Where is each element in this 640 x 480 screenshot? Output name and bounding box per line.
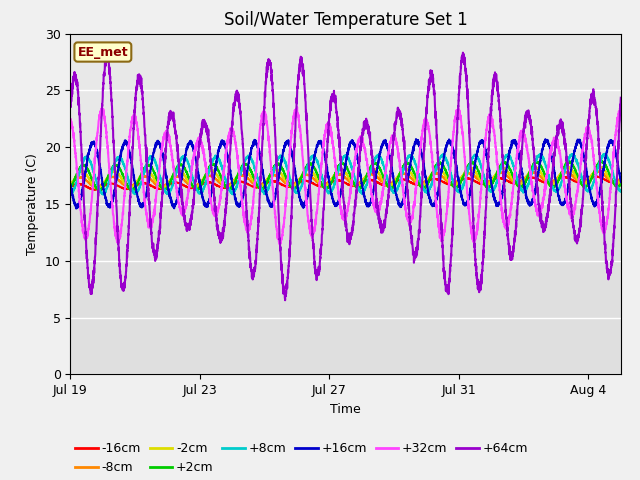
Line: -16cm: -16cm bbox=[70, 177, 621, 190]
-16cm bbox=[600, 177, 608, 182]
+16cm bbox=[72, 205, 80, 211]
+8cm bbox=[573, 158, 580, 164]
+64cm bbox=[600, 226, 608, 232]
+64cm bbox=[459, 50, 467, 56]
Bar bbox=[70, 181, 621, 374]
-16cm bbox=[573, 179, 580, 185]
-2cm bbox=[573, 175, 580, 181]
-8cm bbox=[302, 172, 310, 178]
-8cm bbox=[573, 177, 580, 183]
-16cm bbox=[328, 179, 336, 185]
+16cm bbox=[412, 136, 420, 142]
Line: +8cm: +8cm bbox=[70, 154, 621, 194]
+16cm bbox=[298, 202, 306, 207]
-16cm bbox=[67, 184, 74, 190]
Title: Soil/Water Temperature Set 1: Soil/Water Temperature Set 1 bbox=[224, 11, 467, 29]
-8cm bbox=[67, 181, 74, 187]
+64cm bbox=[573, 239, 580, 244]
-8cm bbox=[328, 176, 336, 182]
+16cm bbox=[600, 163, 608, 168]
-2cm bbox=[564, 164, 572, 169]
+32cm bbox=[328, 137, 336, 143]
+16cm bbox=[302, 199, 310, 204]
Line: -2cm: -2cm bbox=[70, 167, 621, 190]
+2cm bbox=[328, 179, 336, 184]
-16cm bbox=[302, 178, 310, 184]
+2cm bbox=[573, 170, 580, 176]
-8cm bbox=[93, 185, 101, 191]
+64cm bbox=[467, 158, 474, 164]
+8cm bbox=[467, 160, 474, 166]
+64cm bbox=[302, 113, 310, 119]
-16cm bbox=[298, 179, 306, 184]
-2cm bbox=[94, 187, 102, 192]
+16cm bbox=[328, 194, 336, 200]
+32cm bbox=[276, 241, 284, 247]
+32cm bbox=[600, 226, 608, 232]
+64cm bbox=[617, 95, 625, 101]
Line: +16cm: +16cm bbox=[70, 139, 621, 208]
+32cm bbox=[467, 223, 474, 228]
+8cm bbox=[302, 168, 310, 174]
Line: +32cm: +32cm bbox=[70, 107, 621, 244]
+2cm bbox=[467, 160, 474, 166]
-16cm bbox=[467, 176, 474, 182]
+64cm bbox=[298, 60, 306, 65]
-2cm bbox=[67, 182, 74, 188]
-16cm bbox=[617, 176, 625, 182]
+16cm bbox=[467, 188, 474, 194]
X-axis label: Time: Time bbox=[330, 403, 361, 416]
-8cm bbox=[617, 175, 625, 181]
Line: +2cm: +2cm bbox=[70, 161, 621, 191]
+8cm bbox=[298, 183, 306, 189]
-2cm bbox=[617, 178, 625, 183]
+64cm bbox=[67, 103, 74, 109]
+8cm bbox=[601, 151, 609, 156]
-2cm bbox=[302, 168, 310, 173]
+2cm bbox=[600, 161, 608, 167]
Legend: -16cm, -8cm, -2cm, +2cm, +8cm, +16cm, +32cm, +64cm: -16cm, -8cm, -2cm, +2cm, +8cm, +16cm, +3… bbox=[70, 437, 533, 479]
+2cm bbox=[67, 185, 74, 191]
Line: -8cm: -8cm bbox=[70, 172, 621, 188]
-2cm bbox=[328, 176, 336, 181]
+2cm bbox=[597, 158, 605, 164]
+8cm bbox=[67, 191, 74, 196]
+16cm bbox=[617, 179, 625, 185]
-2cm bbox=[298, 173, 306, 179]
Line: +64cm: +64cm bbox=[70, 53, 621, 300]
+32cm bbox=[67, 119, 74, 125]
+64cm bbox=[328, 96, 336, 102]
+16cm bbox=[573, 141, 580, 146]
Text: EE_met: EE_met bbox=[77, 46, 128, 59]
+8cm bbox=[617, 189, 625, 195]
+16cm bbox=[67, 181, 74, 187]
+32cm bbox=[617, 111, 625, 117]
+64cm bbox=[281, 298, 289, 303]
+2cm bbox=[96, 188, 104, 194]
-8cm bbox=[600, 172, 608, 178]
+8cm bbox=[600, 151, 608, 157]
+2cm bbox=[617, 181, 625, 187]
+8cm bbox=[328, 187, 336, 193]
-2cm bbox=[600, 167, 608, 173]
+32cm bbox=[298, 147, 306, 153]
-16cm bbox=[90, 187, 98, 192]
-8cm bbox=[298, 174, 306, 180]
+8cm bbox=[100, 192, 108, 197]
Y-axis label: Temperature (C): Temperature (C) bbox=[26, 153, 39, 255]
+32cm bbox=[293, 104, 301, 110]
-8cm bbox=[467, 171, 474, 177]
-16cm bbox=[593, 174, 601, 180]
+2cm bbox=[302, 164, 310, 170]
+32cm bbox=[303, 198, 310, 204]
+2cm bbox=[298, 174, 306, 180]
-8cm bbox=[595, 169, 602, 175]
+32cm bbox=[573, 192, 580, 197]
-2cm bbox=[467, 166, 474, 171]
